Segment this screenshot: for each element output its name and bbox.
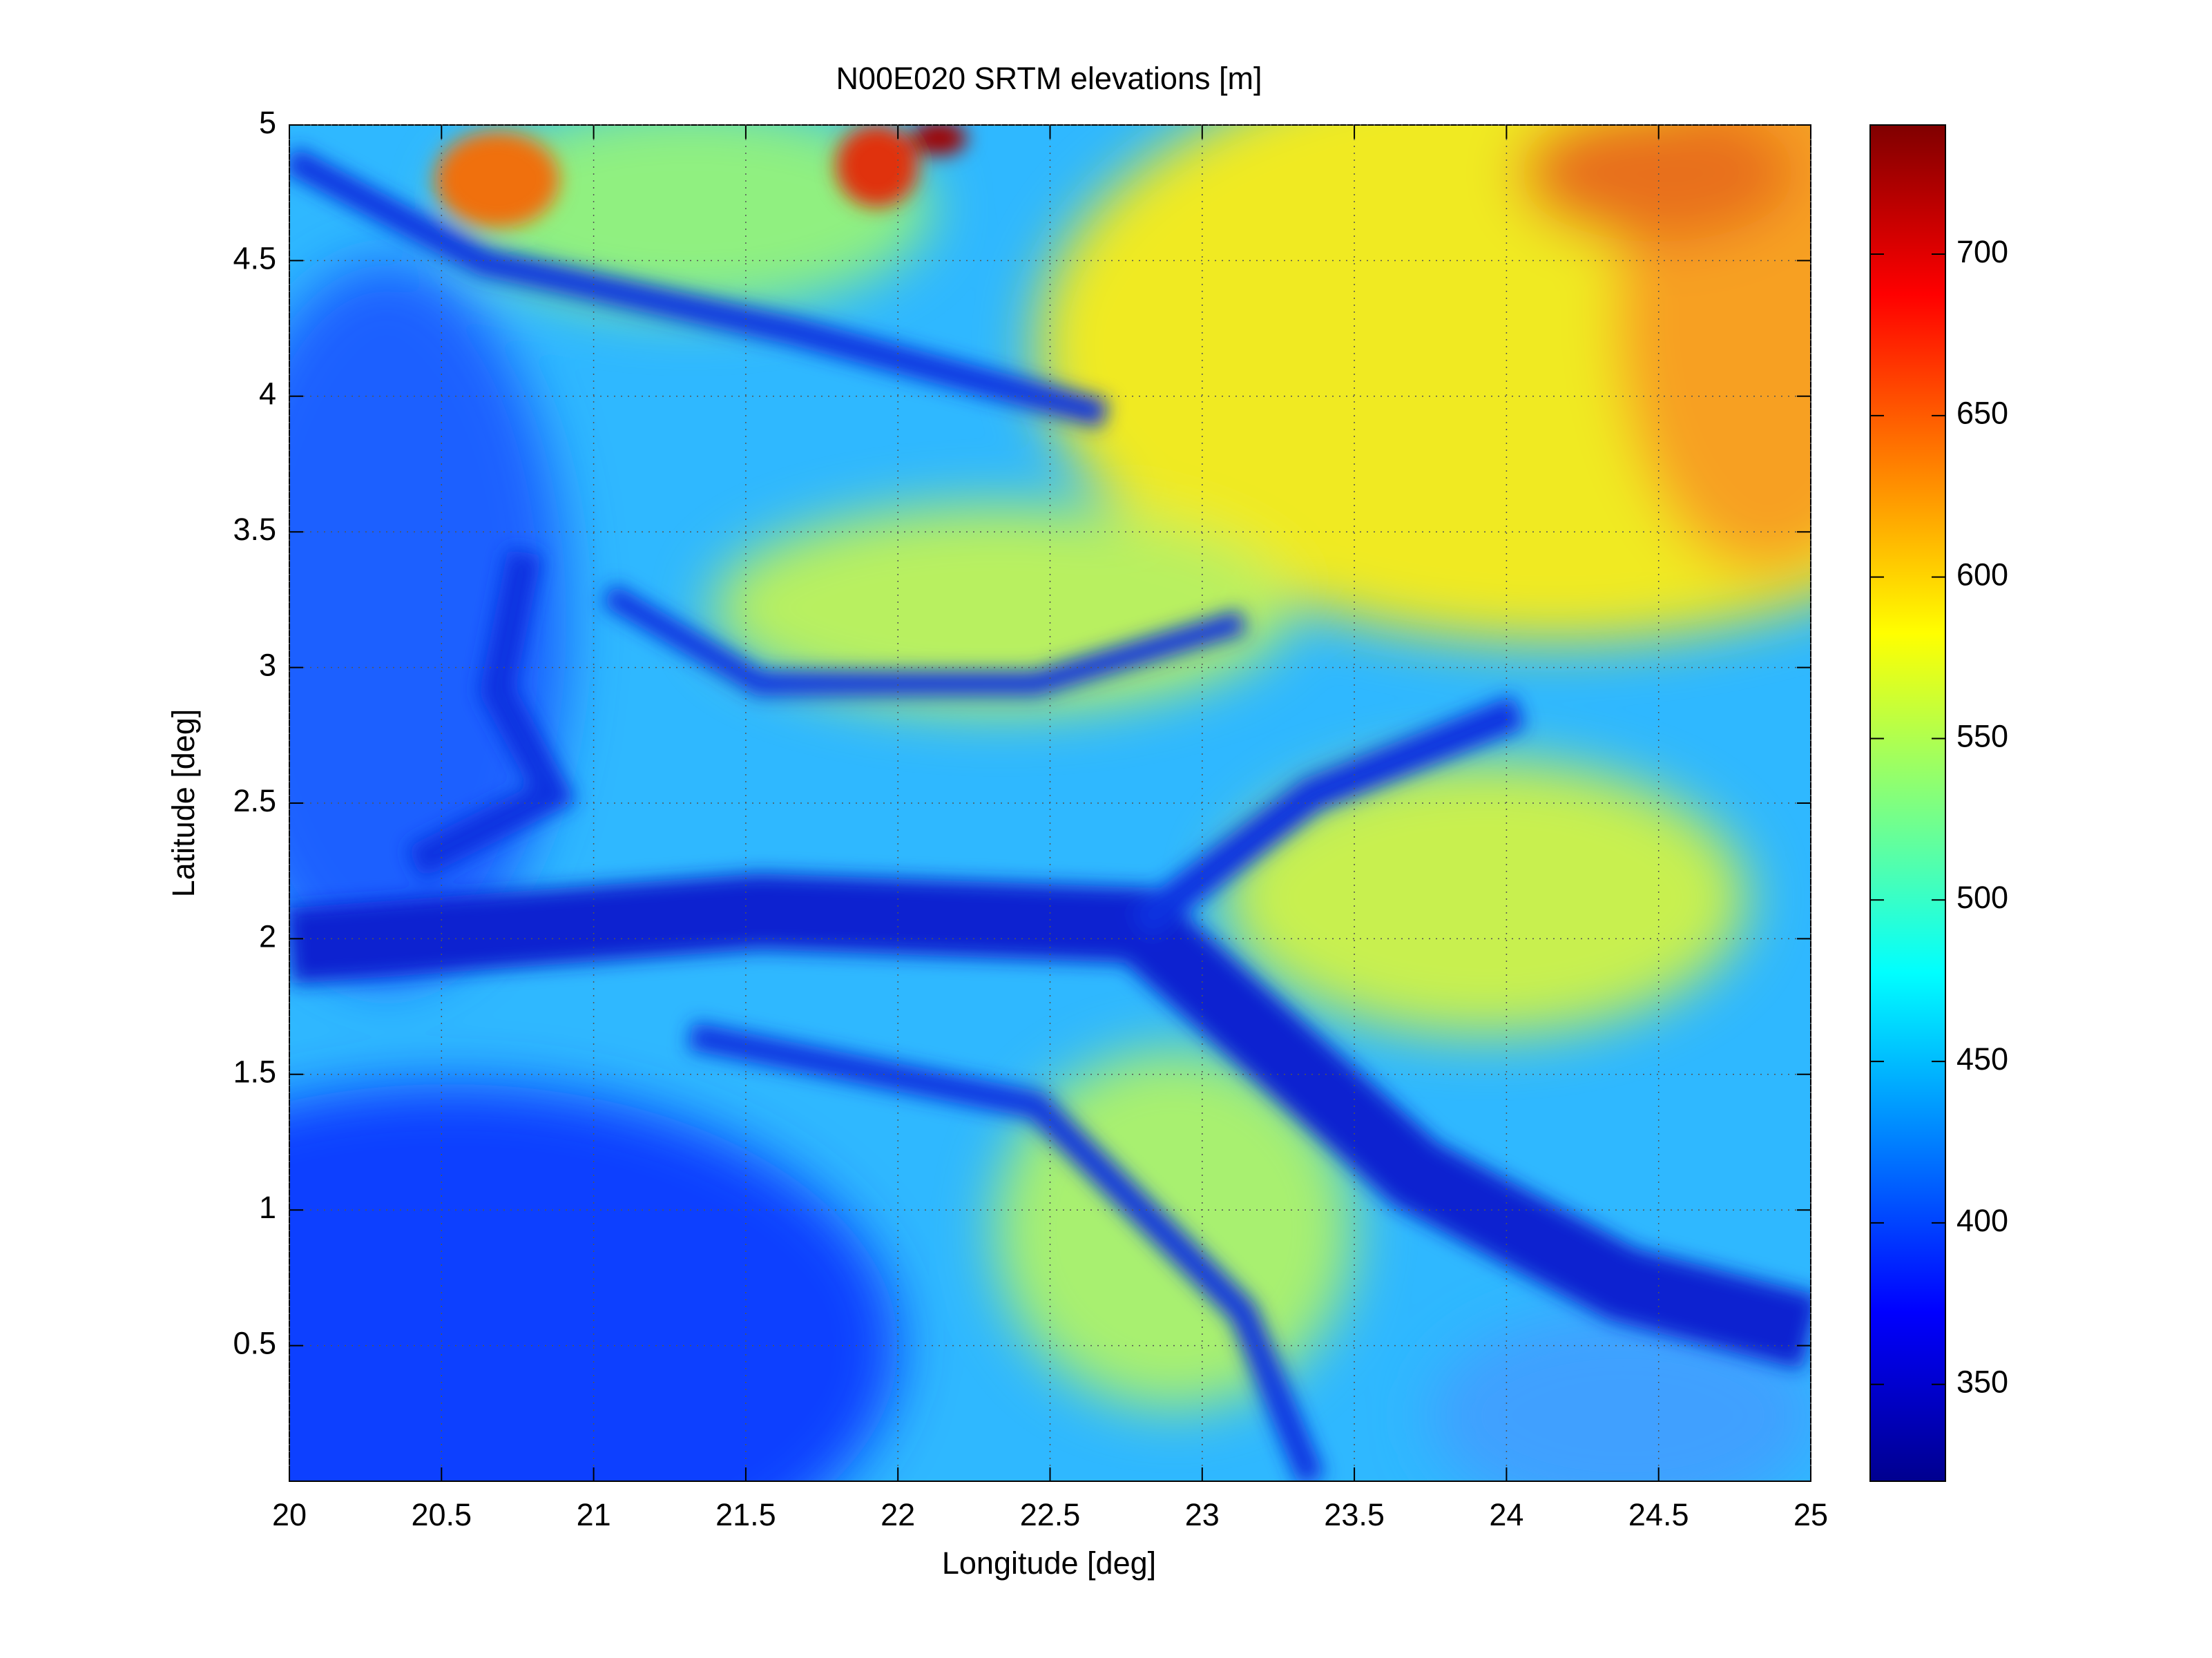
colorbar-tick-label: 400: [1956, 1203, 2008, 1238]
x-tick-label: 24.5: [1628, 1497, 1689, 1532]
colorbar-tick-label: 700: [1956, 234, 2008, 269]
elevation-raster: [289, 125, 1811, 1481]
y-tick-label: 4.5: [233, 240, 276, 276]
y-axis-label: Latitude [deg]: [166, 709, 201, 898]
x-tick-label: 20.5: [412, 1497, 472, 1532]
x-tick-label: 20: [272, 1497, 307, 1532]
colorbar-tick-label: 600: [1956, 557, 2008, 592]
y-tick-label: 0.5: [233, 1325, 276, 1360]
colorbar-tick-label: 450: [1956, 1041, 2008, 1077]
y-tick-label: 1: [259, 1190, 276, 1225]
chart-title: N00E020 SRTM elevations [m]: [836, 61, 1262, 96]
y-tick-label: 3.5: [233, 512, 276, 547]
x-tick-label: 24: [1489, 1497, 1523, 1532]
colorbar: [1869, 124, 1946, 1482]
x-tick-label: 21.5: [715, 1497, 776, 1532]
x-axis-label: Longitude [deg]: [942, 1545, 1156, 1581]
colorbar-tick-label: 650: [1956, 396, 2008, 431]
y-tick-label: 4: [259, 376, 276, 412]
x-tick-label: 22.5: [1020, 1497, 1081, 1532]
x-tick-label: 21: [577, 1497, 611, 1532]
y-tick-label: 1.5: [233, 1054, 276, 1090]
y-tick-label: 2.5: [233, 783, 276, 818]
colorbar-tick-label: 500: [1956, 880, 2008, 915]
colorbar-tick-label: 350: [1956, 1365, 2008, 1400]
y-tick-label: 3: [259, 647, 276, 682]
x-tick-label: 23: [1185, 1497, 1220, 1532]
colorbar-tick-label: 550: [1956, 718, 2008, 753]
x-tick-label: 23.5: [1324, 1497, 1385, 1532]
y-tick-label: 2: [259, 918, 276, 954]
x-tick-label: 22: [881, 1497, 915, 1532]
y-tick-label: 5: [259, 105, 276, 140]
x-tick-label: 25: [1793, 1497, 1828, 1532]
